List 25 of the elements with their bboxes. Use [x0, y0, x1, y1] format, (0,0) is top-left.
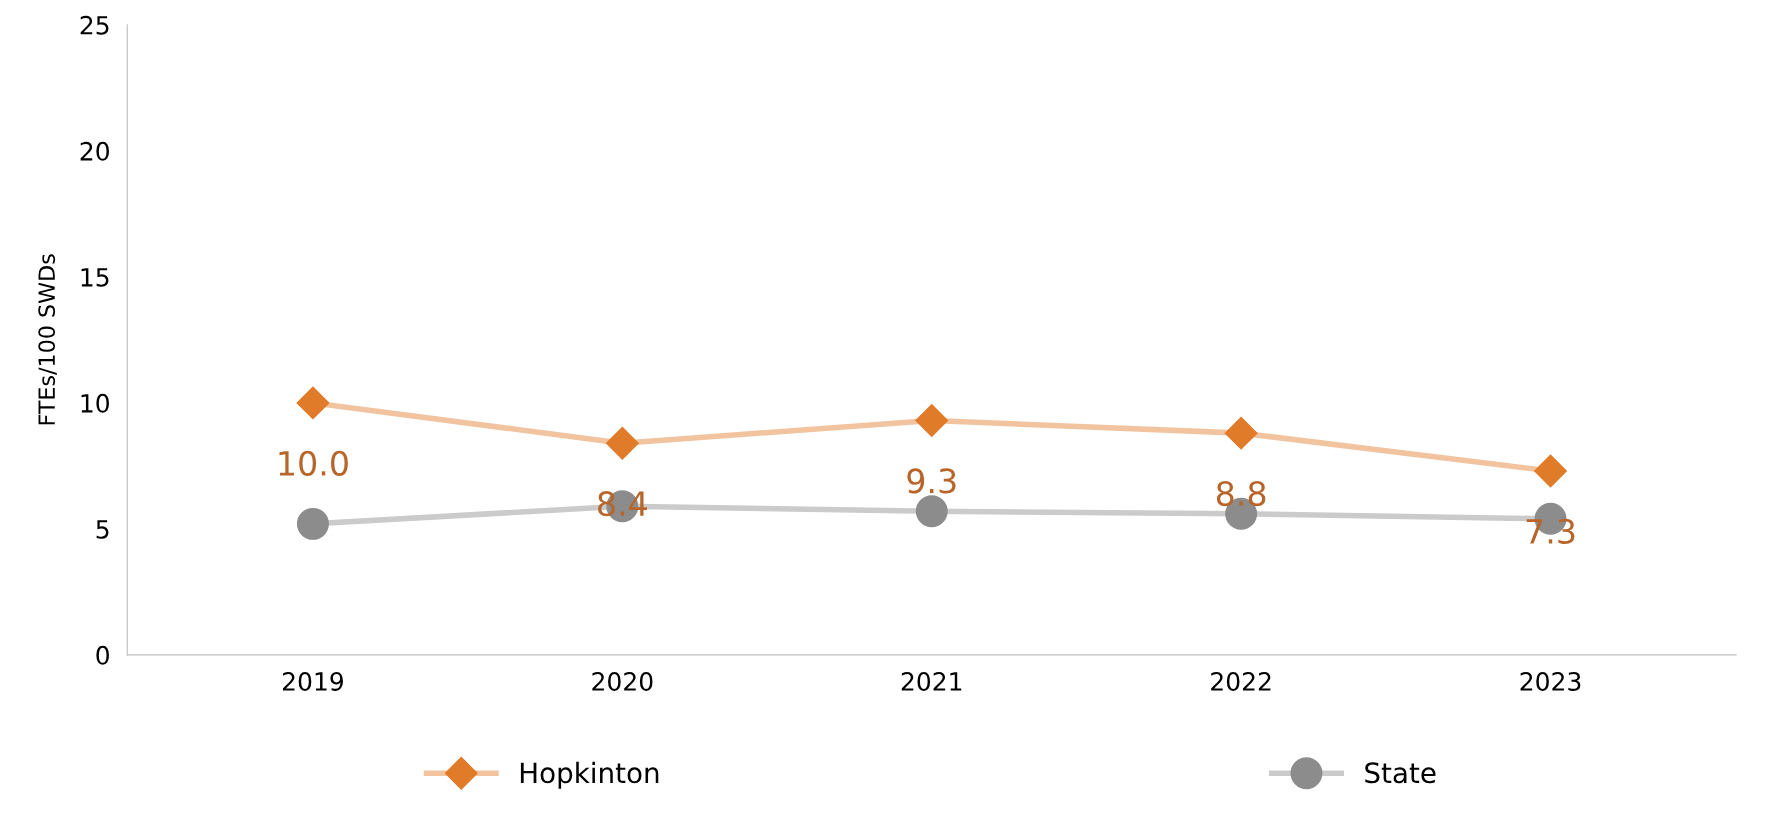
x-tick-label: 2023 — [1520, 672, 1581, 691]
y-tick-label: 5 — [96, 520, 109, 539]
point — [1224, 416, 1258, 450]
point — [915, 404, 949, 437]
y-tick-label: 20 — [80, 141, 109, 161]
y-tick-label: 10 — [81, 393, 109, 413]
point — [296, 507, 329, 540]
y-tick-label: 0 — [96, 645, 109, 665]
legend-label: State — [1365, 762, 1436, 784]
x-tick-label: 2022 — [1211, 672, 1271, 691]
y-tick-label: 15 — [81, 268, 109, 287]
y-tick-label: 25 — [80, 15, 109, 35]
x-tick-label: 2021 — [901, 672, 962, 691]
point — [605, 426, 639, 460]
x-tick-label: 2019 — [282, 672, 343, 691]
legend-label: Hopkinton — [520, 761, 659, 789]
x-tick-label: 2020 — [592, 672, 653, 691]
data-label: 8.8 — [1216, 480, 1266, 507]
data-label: 10.0 — [279, 450, 348, 476]
data-label: 7.3 — [1526, 518, 1575, 544]
point — [296, 386, 330, 420]
data-label: 9.3 — [907, 468, 956, 494]
point — [1534, 454, 1567, 488]
y-axis-title: FTEs/100 SWDs — [38, 254, 57, 425]
point — [915, 495, 948, 528]
